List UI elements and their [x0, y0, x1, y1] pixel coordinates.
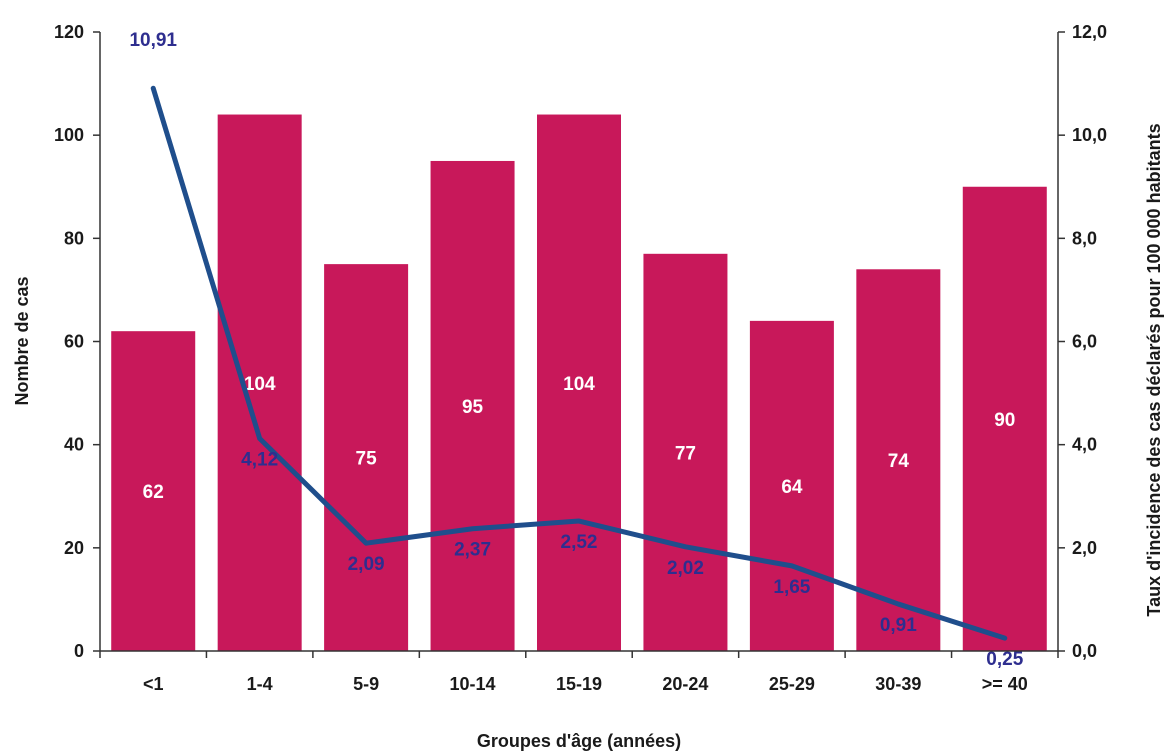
- bar-15-19: [537, 114, 621, 652]
- y-tick-label: 0: [74, 641, 84, 661]
- rate-value-label: 2,52: [561, 532, 598, 553]
- rate-value-label: 2,37: [454, 540, 491, 561]
- rate-value-label: 0,25: [986, 649, 1023, 670]
- bar-10-14: [430, 160, 515, 652]
- bar-value-label: 104: [244, 374, 276, 395]
- x-tick-label: 5-9: [353, 674, 379, 694]
- bar-value-label: 75: [356, 449, 378, 470]
- x-tick-label: 10-14: [450, 674, 496, 694]
- bar-value-label: 62: [143, 482, 164, 503]
- rate-line: [150, 85, 1008, 641]
- rate-value-label: 2,02: [667, 558, 704, 579]
- y-axis-title: Nombre de cas: [12, 276, 32, 405]
- axes-group: [93, 31, 1065, 658]
- bar-<1: [111, 331, 196, 651]
- x-tick-label: 30-39: [875, 674, 921, 694]
- bar-30-39: [856, 269, 941, 651]
- bar-value-label: 95: [462, 397, 484, 418]
- rate-value-label: 1,65: [773, 577, 810, 598]
- bar-5-9: [324, 264, 409, 651]
- bar-value-label: 74: [888, 451, 910, 472]
- y2-tick-label: 6,0: [1072, 332, 1097, 352]
- bar-1-4: [217, 114, 302, 652]
- x-tick-label: <1: [143, 674, 164, 694]
- rate-value-label: 0,91: [880, 615, 917, 636]
- x-axis-title: Groupes d'âge (années): [477, 731, 681, 751]
- y2-tick-label: 2,0: [1072, 538, 1097, 558]
- y2-tick-label: 4,0: [1072, 435, 1097, 455]
- ticks-group: 0 20 40 60 80 100 120 0,0 2,0 4,0 6,0 8,0 10,0 12,0 <1…: [54, 22, 1107, 694]
- rate-value-label: 4,12: [241, 449, 278, 470]
- y2-tick-label: 0,0: [1072, 641, 1097, 661]
- rate-value-label: 2,09: [348, 554, 385, 575]
- bar-20-24: [643, 253, 728, 651]
- y2-axis-title: Taux d'incidence des cas déclarés pour 1…: [1144, 123, 1164, 616]
- y-tick-label: 100: [54, 125, 84, 145]
- bar-value-label: 90: [994, 410, 1015, 431]
- y2-tick-label: 10,0: [1072, 125, 1107, 145]
- bar-value-label: 64: [781, 477, 803, 498]
- y-tick-label: 20: [64, 538, 84, 558]
- x-tick-label: 15-19: [556, 674, 602, 694]
- x-tick-label: 20-24: [662, 674, 708, 694]
- bar-value-label: 77: [675, 443, 696, 464]
- bar-25-29: [749, 320, 834, 651]
- rate-line-group: 10,91 4,12 2,09 2,37 2,52 2,02 1,65 0,91 0,25: [129, 30, 1023, 670]
- x-tick-label: 25-29: [769, 674, 815, 694]
- y-tick-label: 60: [64, 332, 84, 352]
- y2-tick-label: 12,0: [1072, 22, 1107, 42]
- y-tick-label: 120: [54, 22, 84, 42]
- bars-group: [111, 114, 1047, 652]
- x-tick-label: 1-4: [247, 674, 273, 694]
- y2-tick-label: 8,0: [1072, 228, 1097, 248]
- rate-value-label: 10,91: [129, 30, 177, 51]
- bar->= 40: [962, 186, 1047, 651]
- x-tick-label: >= 40: [982, 674, 1028, 694]
- y-tick-label: 40: [64, 435, 84, 455]
- bar-labels-group: 62 104 75 95 104 77 64 74 90: [143, 374, 1016, 503]
- bar-value-label: 104: [563, 374, 595, 395]
- y-tick-label: 80: [64, 228, 84, 248]
